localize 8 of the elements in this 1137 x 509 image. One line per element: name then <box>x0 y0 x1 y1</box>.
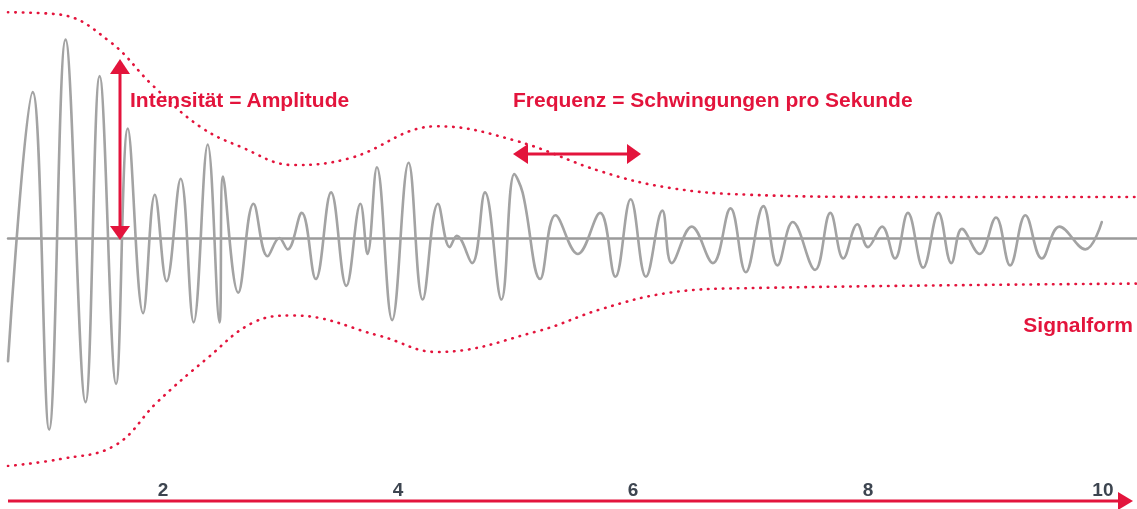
annotation: Signalform <box>1023 313 1133 337</box>
x-tick-label: 8 <box>862 479 874 500</box>
x-tick-label: 6 <box>627 479 639 500</box>
x-tick-label: 4 <box>392 479 404 500</box>
annotation: Intensität = Amplitude <box>130 88 350 112</box>
x-tick-label: 2 <box>157 479 169 500</box>
annotation: Frequenz = Schwingungen pro Sekunde <box>513 88 913 112</box>
x-tick-label: 10 <box>1092 479 1114 500</box>
